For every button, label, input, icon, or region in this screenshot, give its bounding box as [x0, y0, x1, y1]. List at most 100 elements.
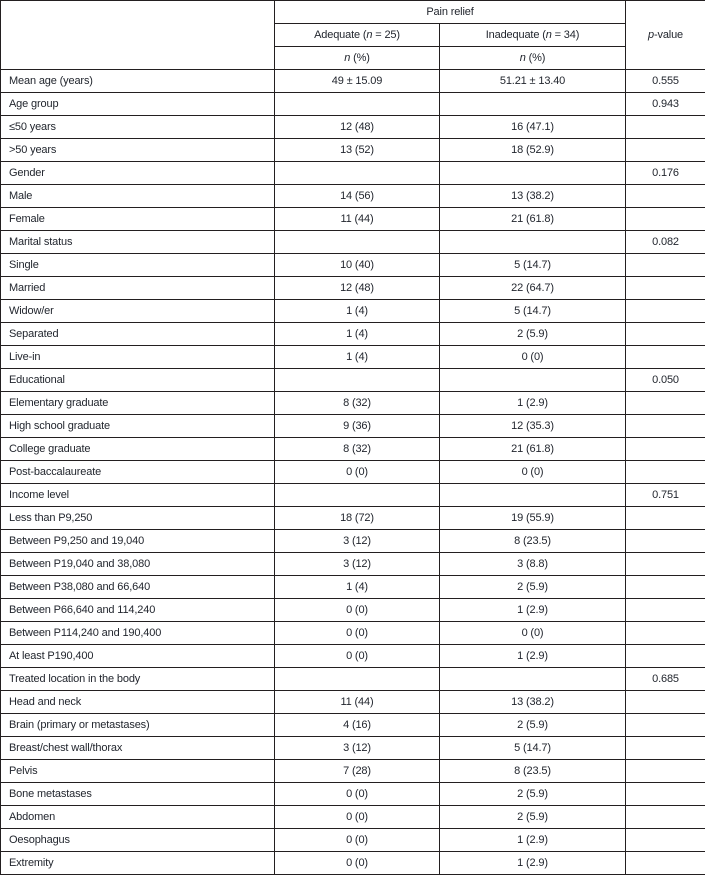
adequate-value-cell: 18 (72) — [275, 507, 440, 530]
table-row: Male 14 (56) 13 (38.2) — [1, 185, 705, 208]
p-value-cell — [626, 438, 705, 461]
table-row: Between P19,040 and 38,080 3 (12) 3 (8.8… — [1, 553, 705, 576]
adequate-value-cell: 0 (0) — [275, 829, 440, 852]
adequate-header-prefix: Adequate ( — [314, 29, 366, 41]
table-row: Educational 0.050 — [1, 369, 705, 392]
table-row: Income level 0.751 — [1, 484, 705, 507]
adequate-value-cell: 9 (36) — [275, 415, 440, 438]
table-row: Marital status 0.082 — [1, 231, 705, 254]
table-row: Gender 0.176 — [1, 162, 705, 185]
table-body: Mean age (years) 49 ± 15.09 51.21 ± 13.4… — [1, 70, 705, 875]
empty-corner-cell — [1, 1, 275, 70]
row-label: Post-baccalaureate — [1, 461, 275, 484]
p-value-cell — [626, 392, 705, 415]
adequate-value-cell: 13 (52) — [275, 139, 440, 162]
table-row: Oesophagus 0 (0) 1 (2.9) — [1, 829, 705, 852]
group-header-cell: Pain relief — [275, 1, 626, 24]
row-label: Bone metastases — [1, 783, 275, 806]
table-row: ≤50 years 12 (48) 16 (47.1) — [1, 116, 705, 139]
p-value-cell — [626, 599, 705, 622]
table-row: Widow/er 1 (4) 5 (14.7) — [1, 300, 705, 323]
table-row: Head and neck 11 (44) 13 (38.2) — [1, 691, 705, 714]
row-label: High school graduate — [1, 415, 275, 438]
inadequate-value-cell: 8 (23.5) — [440, 530, 626, 553]
p-value-cell: 0.082 — [626, 231, 705, 254]
inadequate-value-cell: 1 (2.9) — [440, 852, 626, 875]
table-row: Abdomen 0 (0) 2 (5.9) — [1, 806, 705, 829]
inadequate-n-pct-subheader: n (%) — [440, 47, 626, 70]
inadequate-value-cell: 0 (0) — [440, 346, 626, 369]
adequate-value-cell: 0 (0) — [275, 461, 440, 484]
inadequate-value-cell: 2 (5.9) — [440, 576, 626, 599]
adequate-value-cell: 0 (0) — [275, 806, 440, 829]
adequate-value-cell — [275, 231, 440, 254]
inadequate-value-cell — [440, 484, 626, 507]
row-label: College graduate — [1, 438, 275, 461]
p-value-cell — [626, 323, 705, 346]
adequate-value-cell: 3 (12) — [275, 553, 440, 576]
adequate-value-cell: 1 (4) — [275, 346, 440, 369]
p-value-cell — [626, 852, 705, 875]
table-row: Bone metastases 0 (0) 2 (5.9) — [1, 783, 705, 806]
row-label: Head and neck — [1, 691, 275, 714]
table-row: High school graduate 9 (36) 12 (35.3) — [1, 415, 705, 438]
row-label: Extremity — [1, 852, 275, 875]
p-value-cell — [626, 760, 705, 783]
row-label: Female — [1, 208, 275, 231]
inadequate-value-cell: 5 (14.7) — [440, 300, 626, 323]
inadequate-value-cell: 1 (2.9) — [440, 392, 626, 415]
inadequate-value-cell: 2 (5.9) — [440, 714, 626, 737]
table-row: Single 10 (40) 5 (14.7) — [1, 254, 705, 277]
adequate-value-cell: 7 (28) — [275, 760, 440, 783]
row-label: Treated location in the body — [1, 668, 275, 691]
adequate-value-cell: 3 (12) — [275, 530, 440, 553]
adequate-value-cell: 0 (0) — [275, 599, 440, 622]
p-value-cell — [626, 691, 705, 714]
inadequate-value-cell: 0 (0) — [440, 461, 626, 484]
inadequate-column-header: Inadequate (n = 34) — [440, 24, 626, 47]
p-value-cell — [626, 507, 705, 530]
inadequate-header-prefix: Inadequate ( — [486, 29, 546, 41]
inadequate-value-cell: 1 (2.9) — [440, 829, 626, 852]
table-row: Breast/chest wall/thorax 3 (12) 5 (14.7) — [1, 737, 705, 760]
table-row: Less than P9,250 18 (72) 19 (55.9) — [1, 507, 705, 530]
p-value-cell — [626, 415, 705, 438]
adequate-value-cell: 11 (44) — [275, 691, 440, 714]
table-row: Mean age (years) 49 ± 15.09 51.21 ± 13.4… — [1, 70, 705, 93]
inadequate-value-cell: 0 (0) — [440, 622, 626, 645]
p-value-cell — [626, 553, 705, 576]
inadequate-value-cell: 5 (14.7) — [440, 737, 626, 760]
p-value-cell — [626, 576, 705, 599]
p-value-cell — [626, 645, 705, 668]
adequate-value-cell: 0 (0) — [275, 852, 440, 875]
row-label: Between P9,250 and 19,040 — [1, 530, 275, 553]
row-label: Between P38,080 and 66,640 — [1, 576, 275, 599]
row-label: Gender — [1, 162, 275, 185]
row-label: Abdomen — [1, 806, 275, 829]
inadequate-value-cell: 12 (35.3) — [440, 415, 626, 438]
table-row: Treated location in the body 0.685 — [1, 668, 705, 691]
p-value-cell — [626, 254, 705, 277]
p-value-cell — [626, 461, 705, 484]
row-label: Breast/chest wall/thorax — [1, 737, 275, 760]
table-row: Separated 1 (4) 2 (5.9) — [1, 323, 705, 346]
row-label: Live-in — [1, 346, 275, 369]
inadequate-value-cell: 3 (8.8) — [440, 553, 626, 576]
table-row: Age group 0.943 — [1, 93, 705, 116]
inadequate-header-suffix: = 34) — [552, 29, 580, 41]
row-label: Oesophagus — [1, 829, 275, 852]
p-value-cell — [626, 346, 705, 369]
row-label: Single — [1, 254, 275, 277]
inadequate-value-cell: 2 (5.9) — [440, 806, 626, 829]
pvalue-header-cell: p-value — [626, 1, 705, 70]
p-value-cell — [626, 737, 705, 760]
adequate-value-cell — [275, 668, 440, 691]
p-value-cell — [626, 530, 705, 553]
row-label: Marital status — [1, 231, 275, 254]
inadequate-value-cell: 1 (2.9) — [440, 599, 626, 622]
adequate-value-cell: 8 (32) — [275, 392, 440, 415]
row-label: Less than P9,250 — [1, 507, 275, 530]
adequate-value-cell: 0 (0) — [275, 622, 440, 645]
inadequate-value-cell — [440, 668, 626, 691]
